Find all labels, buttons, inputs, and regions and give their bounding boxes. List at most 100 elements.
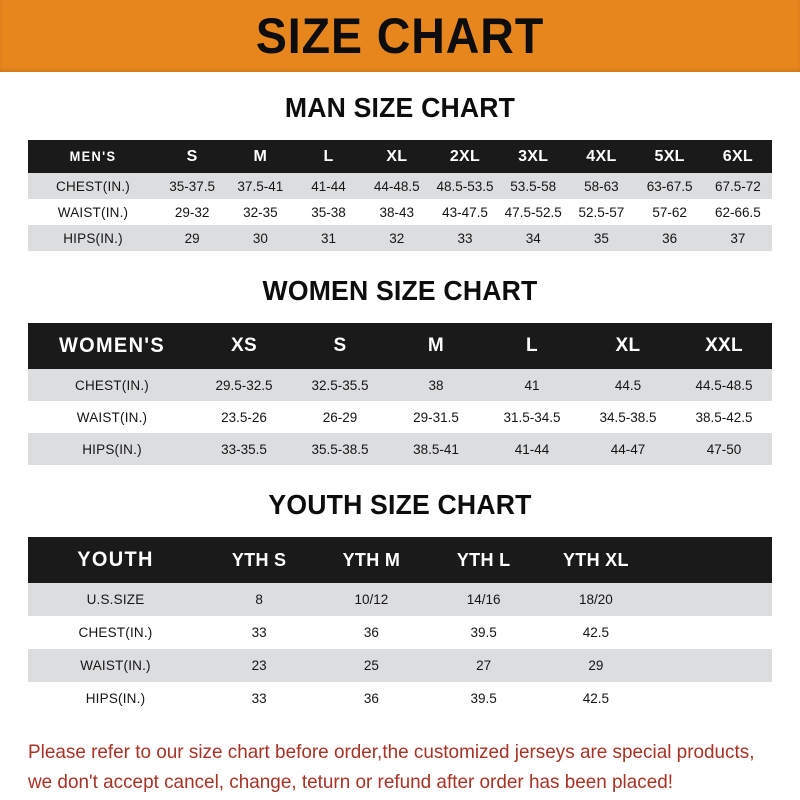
youth-hips-m: 36 <box>363 691 379 706</box>
youth-column-header-xl: YTH XL <box>562 549 629 570</box>
table-row: HIPS(IN.) 29 30 31 32 33 34 35 36 37 <box>28 225 772 251</box>
men-row-label-chest: CHEST(IN.) <box>56 178 130 194</box>
youth-row-label-header: YOUTH <box>77 548 154 571</box>
women-waist-xs: 23.5-26 <box>221 409 267 425</box>
youth-hips-l: 39.5 <box>470 691 497 706</box>
youth-hips-xl: 42.5 <box>582 691 610 706</box>
youth-us-size-s: 8 <box>255 592 263 607</box>
women-section-title: WOMEN SIZE CHART <box>262 275 538 306</box>
women-row-label-waist: WAIST(IN.) <box>76 409 148 425</box>
youth-row-spacer <box>652 649 772 682</box>
women-column-header-xs: XS <box>231 335 257 356</box>
table-row: WAIST(IN.) 23.5-26 26-29 29-31.5 31.5-34… <box>28 401 772 433</box>
women-hips-m: 38.5-41 <box>413 441 459 457</box>
youth-table-wrapper: YOUTH YTH S YTH M YTH L YTH XL U.S.SIZE … <box>28 537 772 715</box>
men-column-header-xl: XL <box>386 147 408 165</box>
women-table-head: WOMEN'S XS S M L XL XXL <box>28 323 772 369</box>
men-row-label-waist: WAIST(IN.) <box>57 204 129 220</box>
women-waist-s: 26-29 <box>322 409 358 425</box>
youth-table-body: U.S.SIZE 8 10/12 14/16 18/20 CHEST(IN.) … <box>28 583 772 715</box>
men-table-body: CHEST(IN.) 35-37.5 37.5-41 41-44 44-48.5… <box>28 173 772 251</box>
youth-size-table: YOUTH YTH S YTH M YTH L YTH XL U.S.SIZE … <box>28 537 772 715</box>
women-table-wrapper: WOMEN'S XS S M L XL XXL CHEST(IN.) 29.5-… <box>28 323 772 465</box>
page-banner: SIZE CHART <box>0 0 800 72</box>
men-hips-3xl: 34 <box>525 230 541 246</box>
youth-waist-s: 23 <box>251 658 267 673</box>
men-waist-3xl: 47.5-52.5 <box>504 204 562 220</box>
men-column-header-4xl: 4XL <box>586 147 617 165</box>
women-hips-xs: 33-35.5 <box>221 441 267 457</box>
youth-column-header-l: YTH L <box>456 549 511 570</box>
men-hips-6xl: 37 <box>730 230 746 246</box>
men-column-header-l: L <box>323 147 334 165</box>
youth-row-label-chest: CHEST(IN.) <box>78 625 153 640</box>
men-row-label-header: MEN'S <box>69 149 117 164</box>
men-hips-xl: 32 <box>389 230 405 246</box>
youth-chest-m: 36 <box>363 625 379 640</box>
women-table-body: CHEST(IN.) 29.5-32.5 32.5-35.5 38 41 44.… <box>28 369 772 465</box>
women-chest-xs: 29.5-32.5 <box>215 377 273 393</box>
men-table-head: MEN'S S M L XL 2XL 3XL 4XL 5XL 6XL <box>28 140 772 173</box>
men-chest-s: 35-37.5 <box>169 178 215 194</box>
youth-row-label-waist: WAIST(IN.) <box>80 658 151 673</box>
page-title: SIZE CHART <box>255 8 545 64</box>
youth-column-header-s: YTH S <box>231 549 287 570</box>
youth-waist-m: 25 <box>363 658 379 673</box>
youth-section-title: YOUTH SIZE CHART <box>268 489 532 520</box>
men-waist-l: 35-38 <box>311 204 346 220</box>
youth-column-header-m: YTH M <box>342 549 401 570</box>
order-policy-note-line-1: Please refer to our size chart before or… <box>28 741 755 763</box>
women-column-header-m: M <box>427 335 445 356</box>
men-size-table: MEN'S S M L XL 2XL 3XL 4XL 5XL 6XL CHEST… <box>28 140 772 251</box>
men-header-row: MEN'S S M L XL 2XL 3XL 4XL 5XL 6XL <box>28 140 772 173</box>
women-chest-l: 41 <box>524 377 540 393</box>
women-chest-xl: 44.5 <box>614 377 642 393</box>
youth-row-spacer <box>652 682 772 715</box>
youth-hips-s: 33 <box>251 691 267 706</box>
youth-chest-l: 39.5 <box>470 625 497 640</box>
men-column-header-m: M <box>253 147 268 165</box>
men-waist-4xl: 52.5-57 <box>578 204 625 220</box>
youth-header-row: YOUTH YTH S YTH M YTH L YTH XL <box>28 537 772 583</box>
women-chest-m: 38 <box>428 377 444 393</box>
men-chest-l: 41-44 <box>311 178 346 194</box>
men-hips-l: 31 <box>321 230 337 246</box>
men-row-label-hips: HIPS(IN.) <box>63 230 123 246</box>
women-column-header-xxl: XXL <box>705 335 743 356</box>
women-row-label-header: WOMEN'S <box>58 334 166 357</box>
men-waist-m: 32-35 <box>243 204 278 220</box>
women-size-table: WOMEN'S XS S M L XL XXL CHEST(IN.) 29.5-… <box>28 323 772 465</box>
youth-us-size-m: 10/12 <box>354 592 389 607</box>
table-row: CHEST(IN.) 35-37.5 37.5-41 41-44 44-48.5… <box>28 173 772 199</box>
men-waist-2xl: 43-47.5 <box>442 204 488 220</box>
youth-row-spacer <box>652 616 772 649</box>
women-hips-l: 41-44 <box>514 441 550 457</box>
men-hips-2xl: 33 <box>457 230 473 246</box>
men-column-header-5xl: 5XL <box>654 147 685 165</box>
women-chest-xxl: 44.5-48.5 <box>695 377 753 393</box>
table-row: HIPS(IN.) 33 36 39.5 42.5 <box>28 682 772 715</box>
men-chest-4xl: 58-63 <box>584 178 619 194</box>
table-row: WAIST(IN.) 29-32 32-35 35-38 38-43 43-47… <box>28 199 772 225</box>
youth-header-spacer <box>652 537 772 583</box>
men-chest-5xl: 63-67.5 <box>646 178 693 194</box>
women-waist-m: 29-31.5 <box>413 409 459 425</box>
youth-chest-xl: 42.5 <box>582 625 610 640</box>
table-row: CHEST(IN.) 33 36 39.5 42.5 <box>28 616 772 649</box>
women-column-header-l: L <box>526 335 538 356</box>
men-column-header-2xl: 2XL <box>449 147 481 165</box>
table-row: WAIST(IN.) 23 25 27 29 <box>28 649 772 682</box>
youth-size-chart-section: YOUTH SIZE CHART YOUTH YTH S YTH M YTH L… <box>0 489 800 715</box>
women-hips-s: 35.5-38.5 <box>311 441 369 457</box>
order-policy-note-line-2: we don't accept cancel, change, teturn o… <box>28 771 674 794</box>
men-waist-s: 29-32 <box>174 204 210 220</box>
men-size-chart-section: MAN SIZE CHART MEN'S S M L XL 2XL 3XL 4X… <box>0 92 800 251</box>
women-row-label-hips: HIPS(IN.) <box>82 441 142 457</box>
women-waist-xl: 34.5-38.5 <box>599 409 657 425</box>
youth-waist-xl: 29 <box>588 658 604 673</box>
men-chest-m: 37.5-41 <box>237 178 284 194</box>
men-table-wrapper: MEN'S S M L XL 2XL 3XL 4XL 5XL 6XL CHEST… <box>28 140 772 251</box>
youth-us-size-l: 14/16 <box>466 592 501 607</box>
women-header-row: WOMEN'S XS S M L XL XXL <box>28 323 772 369</box>
youth-row-spacer <box>652 583 772 616</box>
